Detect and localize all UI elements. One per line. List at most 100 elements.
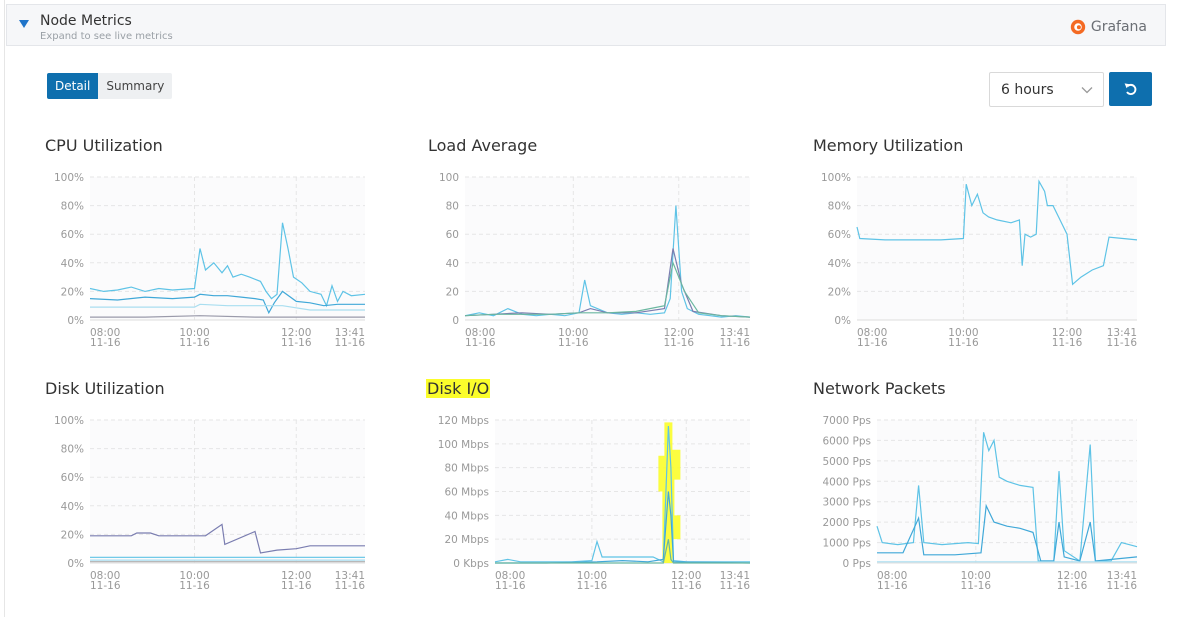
y-tick-label: 120 Mbps <box>438 415 489 427</box>
y-tick-label: 20% <box>61 529 84 541</box>
y-tick-label: 0 Kbps <box>453 558 489 570</box>
y-tick-label: 1000 Pps <box>822 538 871 550</box>
x-tick-date: 11-16 <box>1052 337 1083 349</box>
panel-title-load: Load Average <box>428 136 538 155</box>
y-tick-label: 60 Mbps <box>444 487 489 499</box>
y-tick-label: 60 <box>446 229 459 241</box>
y-tick-label: 2000 Pps <box>822 517 871 529</box>
x-tick-date: 11-16 <box>961 580 992 592</box>
y-tick-label: 40% <box>61 501 84 513</box>
series-line <box>856 179 1138 286</box>
y-tick-label: 40 Mbps <box>444 510 489 522</box>
y-tick-label: 100% <box>54 172 84 184</box>
detail-tab[interactable]: Detail <box>47 73 99 99</box>
series-line <box>876 432 1138 563</box>
x-tick-time: 12:00 <box>664 327 694 339</box>
x-tick-time: 13:41 <box>335 570 365 582</box>
x-tick-time: 08:00 <box>90 570 120 582</box>
y-tick-label: 100 <box>439 172 459 184</box>
x-tick-time: 12:00 <box>281 570 311 582</box>
refresh-button[interactable] <box>1109 72 1152 106</box>
series-line <box>495 539 750 564</box>
x-tick-date: 11-16 <box>663 337 694 349</box>
x-tick-time: 12:00 <box>671 570 701 582</box>
y-tick-label: 0% <box>67 315 84 327</box>
series-line <box>90 523 365 554</box>
x-tick-time: 08:00 <box>857 327 887 339</box>
y-tick-label: 20% <box>61 286 84 298</box>
x-tick-time: 10:00 <box>577 570 607 582</box>
y-tick-label: 60% <box>61 229 84 241</box>
view-toggle: Detail Summary <box>47 73 173 99</box>
plot-area <box>465 177 750 320</box>
series-line <box>464 260 751 318</box>
grafana-icon <box>1070 19 1086 35</box>
x-tick-date: 11-16 <box>281 337 312 349</box>
y-tick-label: 20% <box>828 286 851 298</box>
plot-area <box>857 177 1137 320</box>
y-tick-label: 0% <box>834 315 851 327</box>
y-tick-label: 5000 Pps <box>822 456 871 468</box>
x-tick-time: 12:00 <box>1057 570 1087 582</box>
x-tick-time: 10:00 <box>961 570 991 582</box>
x-tick-time: 10:00 <box>179 327 209 339</box>
y-tick-label: 80 Mbps <box>444 463 489 475</box>
panel-title-disk-util: Disk Utilization <box>45 379 165 398</box>
plot-area <box>877 420 1137 563</box>
expand-triangle-icon[interactable] <box>19 20 29 28</box>
series-line <box>464 248 751 318</box>
y-tick-label: 0 Pps <box>843 558 872 570</box>
x-tick-date: 11-16 <box>179 337 210 349</box>
y-tick-label: 100% <box>54 415 84 427</box>
node-metrics-header[interactable]: Node Metrics Expand to see live metrics … <box>6 4 1166 46</box>
panel-title-network: Network Packets <box>813 379 946 398</box>
y-tick-label: 7000 Pps <box>822 415 871 427</box>
y-tick-label: 60% <box>828 229 851 241</box>
grafana-label: Grafana <box>1090 19 1147 35</box>
y-tick-label: 0% <box>67 558 84 570</box>
x-tick-time: 10:00 <box>948 327 978 339</box>
x-tick-time: 10:00 <box>558 327 588 339</box>
x-tick-date: 11-16 <box>90 337 121 349</box>
y-tick-label: 20 Mbps <box>444 534 489 546</box>
x-tick-date: 11-16 <box>465 337 496 349</box>
series-line <box>89 222 366 308</box>
x-tick-time: 12:00 <box>1052 327 1082 339</box>
x-tick-time: 08:00 <box>877 570 907 582</box>
y-tick-label: 80% <box>61 201 84 213</box>
x-tick-time: 08:00 <box>90 327 120 339</box>
x-tick-time: 13:41 <box>335 327 365 339</box>
series-line <box>877 503 1138 562</box>
grafana-link[interactable]: Grafana <box>1069 18 1147 36</box>
chart-memory: 100%80%60%40%20%0%08:0011-1610:0011-1612… <box>821 172 1138 349</box>
series-line <box>494 425 750 563</box>
refresh-icon <box>1124 83 1136 95</box>
plot-area <box>90 420 365 563</box>
x-tick-date: 11-16 <box>334 337 365 349</box>
x-tick-date: 11-16 <box>179 580 210 592</box>
chevron-down-icon <box>1081 87 1093 94</box>
x-tick-time: 08:00 <box>495 570 525 582</box>
y-tick-label: 6000 Pps <box>822 435 871 447</box>
x-tick-date: 11-16 <box>857 337 888 349</box>
x-tick-time: 13:41 <box>1107 570 1137 582</box>
chart-cpu: 100%80%60%40%20%0%08:0011-1610:0011-1612… <box>54 172 366 349</box>
summary-tab[interactable]: Summary <box>98 73 173 99</box>
panel-title-disk-io: Disk I/O <box>426 379 491 398</box>
y-tick-label: 80 <box>446 201 459 213</box>
x-tick-date: 11-16 <box>877 580 908 592</box>
y-tick-label: 40% <box>61 258 84 270</box>
x-tick-time: 08:00 <box>465 327 495 339</box>
x-tick-date: 11-16 <box>577 580 608 592</box>
chart-network: 7000 Pps 6000 Pps 5000 Pps 4000 Pps 3000 Pps… <box>822 415 1138 592</box>
time-range-select[interactable]: 6 hours <box>989 72 1104 107</box>
x-tick-time: 12:00 <box>281 327 311 339</box>
x-tick-time: 13:41 <box>720 570 750 582</box>
y-tick-label: 80% <box>828 201 851 213</box>
time-range-value: 6 hours <box>1001 82 1054 98</box>
x-tick-date: 11-16 <box>719 580 750 592</box>
chart-disk-io: 120 Mbps 100 Mbps 80 Mbps 60 Mbps 40 Mbps 20 … <box>438 415 751 592</box>
y-tick-label: 40% <box>828 258 851 270</box>
x-tick-date: 11-16 <box>1106 337 1137 349</box>
y-tick-label: 60% <box>61 472 84 484</box>
